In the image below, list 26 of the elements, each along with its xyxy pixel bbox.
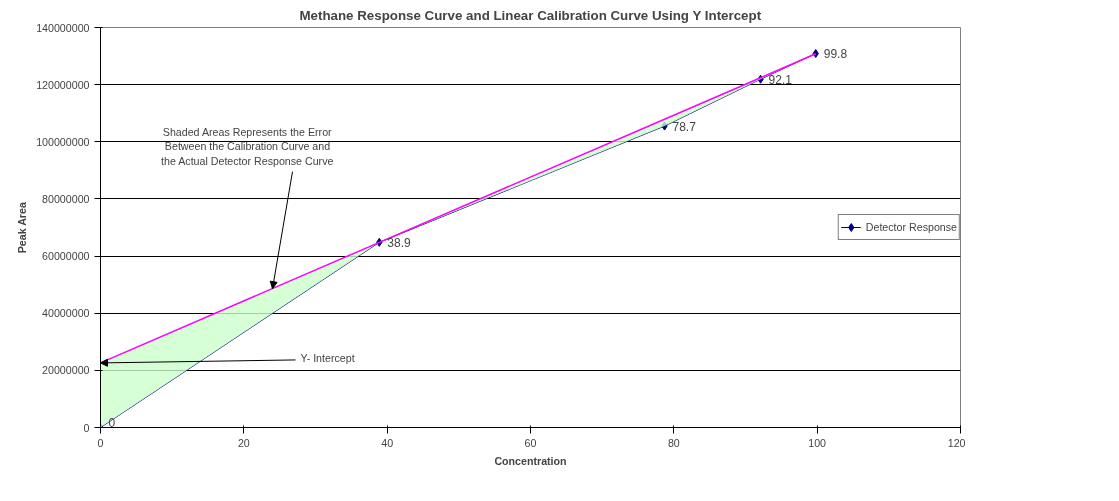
annotation: 38.9 [387, 235, 411, 250]
annotation: 0 [108, 415, 116, 430]
x-tick-label: 0 [97, 436, 104, 449]
x-tick-label: 100 [808, 436, 827, 449]
annotation: 92.1 [768, 72, 793, 87]
y-tick-label: 20000000 [42, 364, 90, 377]
annotation: Shaded Areas Represents the Error Between the Calibration Curve and the Actual Detector Response Curve [161, 125, 334, 167]
legend-label: Detector Response [865, 221, 957, 233]
x-tick-label: 120 [947, 436, 966, 449]
x-tick-label: 20 [237, 436, 250, 449]
y-tick-label: 100000000 [36, 135, 90, 148]
annotation: Y- Intercept [300, 351, 355, 364]
y-tick-label: 40000000 [42, 307, 90, 320]
y-axis-title: Peak Area [16, 202, 29, 254]
y-tick-label: 120000000 [36, 78, 90, 91]
x-tick-label: 40 [381, 436, 394, 449]
x-tick-label: 80 [667, 436, 680, 449]
y-tick-label: 60000000 [42, 250, 90, 263]
y-tick-label: 80000000 [42, 192, 90, 205]
annotation: 99.8 [823, 47, 848, 61]
x-axis-title: Concentration [494, 454, 567, 467]
y-tick-label: 0 [83, 421, 90, 434]
x-tick-label: 60 [524, 436, 537, 449]
annotation: 78.7 [672, 119, 697, 134]
chart-title: Methane Response Curve and Linear Calibration Curve Using Y Intercept [299, 7, 762, 23]
y-tick-label: 140000000 [36, 21, 90, 34]
